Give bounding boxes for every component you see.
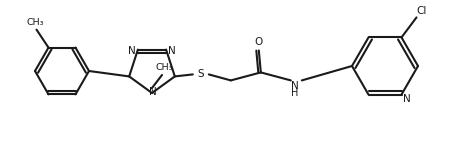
Text: N: N (168, 46, 176, 56)
Text: N: N (149, 87, 157, 97)
Text: N: N (403, 94, 410, 104)
Text: CH₃: CH₃ (27, 18, 44, 27)
Text: O: O (255, 37, 263, 47)
Text: Cl: Cl (416, 6, 426, 16)
Text: N: N (291, 81, 299, 91)
Text: CH₃: CH₃ (155, 64, 173, 73)
Text: N: N (128, 46, 136, 56)
Text: S: S (198, 69, 204, 79)
Text: H: H (291, 88, 298, 98)
